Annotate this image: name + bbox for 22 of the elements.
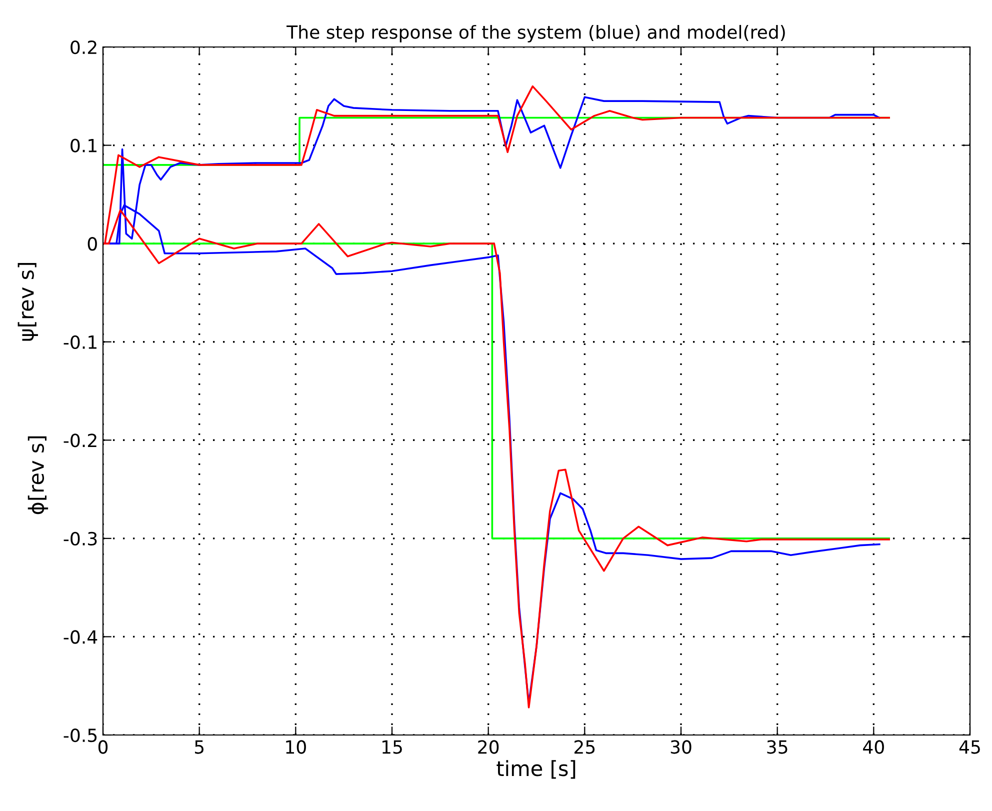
x-tick-label: 0 [98,740,108,754]
x-axis-title: time [s] [496,760,576,779]
x-tick-label: 10 [286,740,306,754]
x-tick-label: 20 [478,740,499,754]
y-axis-title: ψ[rev s] [18,262,38,341]
y-tick-label: 0.2 [70,40,96,54]
y-tick-label: -0.4 [64,630,98,644]
x-tick-label: 35 [767,740,788,754]
x-tick-label: 30 [670,740,692,754]
y-tick-label: -0.2 [64,434,96,448]
chart-title: The step response of the system (blue) and model(red) [286,24,785,42]
y-tick-label: -0.5 [64,728,97,742]
x-tick-label: 5 [194,740,204,754]
text: ϕ[rev s] [28,436,48,514]
x-tick-label: 15 [382,740,402,754]
y-tick-label: 0 [88,237,97,251]
x-tick-label: 25 [574,740,595,754]
x-tick-label: 40 [863,740,884,754]
y-tick-label: -0.3 [64,532,97,546]
y-tick-label: 0.1 [70,138,96,152]
x-tick-label: 45 [959,740,980,754]
y-tick-label: -0.1 [64,335,96,349]
